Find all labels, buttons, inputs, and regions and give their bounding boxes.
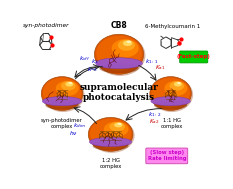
Ellipse shape bbox=[96, 36, 142, 71]
Text: $K_{a1}$: $K_{a1}$ bbox=[155, 63, 166, 72]
Text: syn-photodimer: syn-photodimer bbox=[23, 23, 69, 28]
Text: supramolecular
photocatalysis: supramolecular photocatalysis bbox=[80, 83, 158, 102]
Ellipse shape bbox=[127, 40, 131, 43]
Ellipse shape bbox=[104, 122, 128, 137]
FancyBboxPatch shape bbox=[180, 51, 208, 63]
Text: $k_3$: $k_3$ bbox=[91, 57, 99, 66]
Text: 1:1 HG
complex: 1:1 HG complex bbox=[161, 118, 183, 129]
Text: $h\nu$: $h\nu$ bbox=[69, 129, 78, 137]
Ellipse shape bbox=[150, 77, 191, 110]
Ellipse shape bbox=[45, 101, 79, 110]
Text: $k_{1:1}$: $k_{1:1}$ bbox=[145, 57, 158, 66]
Ellipse shape bbox=[112, 39, 139, 57]
Text: $K_{a2}$: $K_{a2}$ bbox=[149, 118, 160, 126]
Text: (Slow step)
Rate limiting: (Slow step) Rate limiting bbox=[147, 150, 186, 161]
Ellipse shape bbox=[89, 137, 132, 147]
Ellipse shape bbox=[151, 96, 190, 106]
Ellipse shape bbox=[99, 63, 139, 73]
Ellipse shape bbox=[118, 40, 135, 51]
Text: 6-Methylcoumarin 1: 6-Methylcoumarin 1 bbox=[145, 24, 201, 29]
Ellipse shape bbox=[123, 40, 132, 46]
Ellipse shape bbox=[89, 118, 135, 153]
Ellipse shape bbox=[90, 119, 131, 148]
Text: $k_{-3}$: $k_{-3}$ bbox=[87, 65, 98, 74]
Text: 1:2 HG
complex: 1:2 HG complex bbox=[99, 158, 122, 169]
Ellipse shape bbox=[154, 101, 187, 110]
Text: CB8: CB8 bbox=[111, 21, 127, 30]
Ellipse shape bbox=[151, 78, 190, 108]
Ellipse shape bbox=[42, 77, 85, 112]
Ellipse shape bbox=[174, 82, 182, 87]
Text: syn-photodimer
complex: syn-photodimer complex bbox=[41, 118, 83, 129]
Ellipse shape bbox=[94, 34, 144, 74]
Ellipse shape bbox=[43, 78, 81, 108]
Ellipse shape bbox=[69, 82, 72, 84]
Ellipse shape bbox=[95, 35, 145, 76]
Text: $k_{off}$: $k_{off}$ bbox=[79, 54, 90, 63]
Ellipse shape bbox=[117, 123, 121, 125]
Text: $k_{dim}$: $k_{dim}$ bbox=[73, 121, 86, 129]
Ellipse shape bbox=[170, 81, 184, 91]
Text: (Fast-step): (Fast-step) bbox=[177, 54, 211, 60]
Ellipse shape bbox=[151, 77, 193, 112]
Text: $k_{1:2}$: $k_{1:2}$ bbox=[148, 110, 161, 119]
Ellipse shape bbox=[177, 82, 181, 84]
Ellipse shape bbox=[56, 81, 79, 96]
Ellipse shape bbox=[42, 96, 82, 106]
Ellipse shape bbox=[110, 122, 125, 131]
Ellipse shape bbox=[114, 123, 123, 127]
Ellipse shape bbox=[41, 77, 83, 110]
Ellipse shape bbox=[65, 82, 73, 87]
Ellipse shape bbox=[96, 58, 142, 69]
Ellipse shape bbox=[88, 117, 133, 151]
Ellipse shape bbox=[61, 81, 75, 91]
FancyBboxPatch shape bbox=[146, 148, 188, 164]
Ellipse shape bbox=[93, 142, 128, 150]
Ellipse shape bbox=[164, 81, 187, 96]
